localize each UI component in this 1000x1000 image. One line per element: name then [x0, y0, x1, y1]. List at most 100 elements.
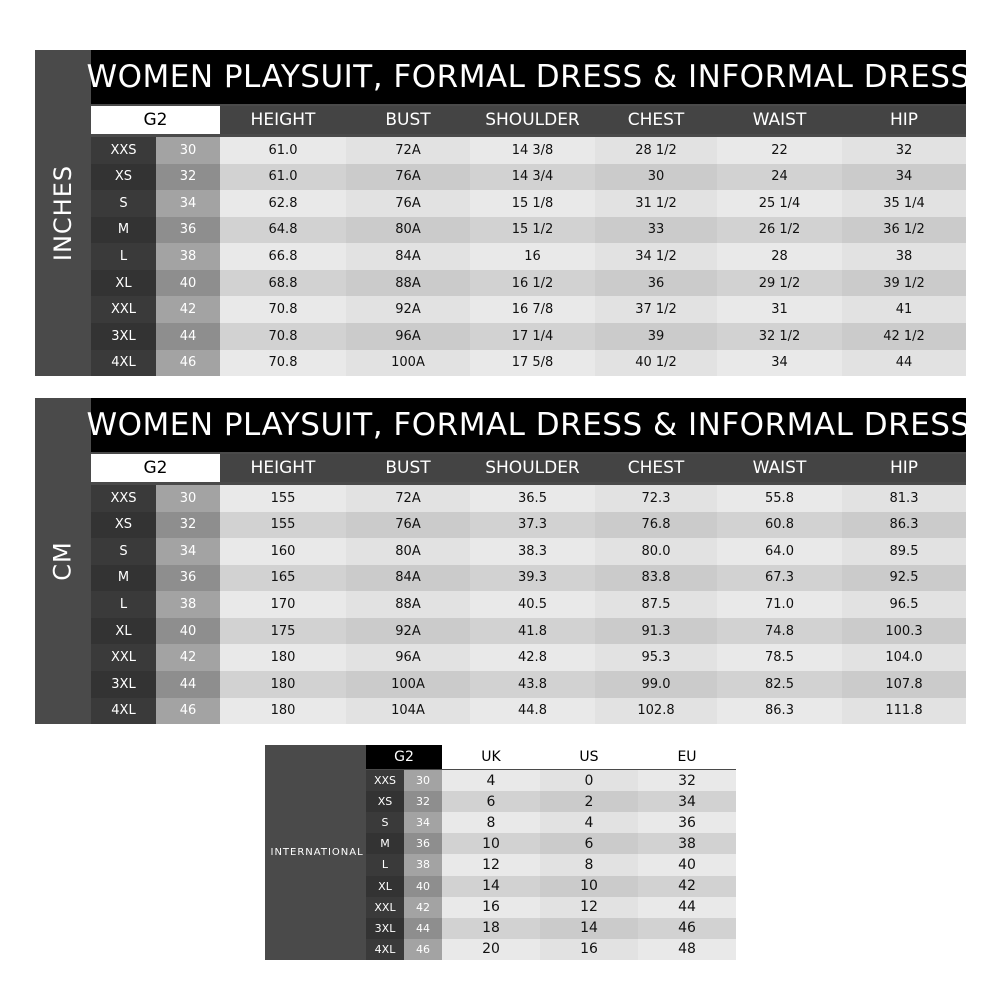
table-row: XXL 42 16 12 44 [366, 896, 736, 918]
size-label: XL [91, 269, 156, 297]
table-cell: 102.8 [595, 697, 717, 725]
table-cell: 26 1/2 [717, 216, 842, 244]
table-cell: 43.8 [470, 670, 595, 698]
table-cell: 14 [442, 875, 540, 897]
column-header: US [540, 745, 638, 769]
table-cell: 30 [595, 163, 717, 191]
table-row: S 34 8 4 36 [366, 812, 736, 834]
size-label: XXL [366, 896, 404, 918]
table-cell: 42 [638, 875, 736, 897]
size-label: M [91, 216, 156, 244]
table-cell: 38 [638, 833, 736, 855]
table-cell: 40 1/2 [595, 349, 717, 377]
table-cell: 32 [842, 137, 966, 164]
size-label: XL [366, 875, 404, 897]
table-cell: 2 [540, 791, 638, 813]
size-number: 38 [156, 591, 220, 618]
table-cell: 16 1/2 [470, 269, 595, 297]
size-number: 30 [404, 770, 442, 792]
table-row: L 38 170 88A 40.5 87.5 71.0 96.5 [91, 591, 966, 618]
table-cell: 10 [540, 875, 638, 897]
table-cell: 24 [717, 163, 842, 191]
table-cell: 76A [346, 163, 470, 191]
table-cell: 80.0 [595, 538, 717, 565]
table-cell: 48 [638, 938, 736, 960]
table-cell: 91.3 [595, 617, 717, 645]
table-body: XXS 30 4 0 32 XS 32 6 2 34 S 34 8 4 36 M 36 10 6 38 L 38 12 8 40… [366, 770, 736, 960]
table-cell: 6 [442, 791, 540, 813]
size-label: 3XL [91, 322, 156, 350]
table-cell: 72.3 [595, 485, 717, 512]
table-cell: 42.8 [470, 644, 595, 671]
table-title: WOMEN PLAYSUIT, FORMAL DRESS & INFORMAL … [86, 398, 970, 452]
size-number: 36 [156, 564, 220, 592]
size-number: 46 [156, 349, 220, 377]
table-cell: 84A [346, 564, 470, 592]
table-cell: 61.0 [220, 137, 346, 164]
table-cell: 81.3 [842, 485, 966, 512]
table-row: XXL 42 180 96A 42.8 95.3 78.5 104.0 [91, 644, 966, 671]
table-cell: 74.8 [717, 617, 842, 645]
size-label: XXS [91, 485, 156, 512]
size-label: S [91, 190, 156, 217]
table-row: M 36 64.8 80A 15 1/2 33 26 1/2 36 1/2 [91, 216, 966, 244]
table-cell: 72A [346, 137, 470, 164]
table-cell: 88A [346, 591, 470, 618]
table-row: XL 40 14 10 42 [366, 875, 736, 897]
size-number: 42 [156, 296, 220, 323]
size-label: M [91, 564, 156, 592]
table-row: XS 32 61.0 76A 14 3/4 30 24 34 [91, 163, 966, 191]
table-cell: 40 [638, 854, 736, 876]
table-cell: 42 1/2 [842, 322, 966, 350]
table-cell: 16 [470, 243, 595, 270]
table-row: S 34 160 80A 38.3 80.0 64.0 89.5 [91, 538, 966, 565]
table-cell: 160 [220, 538, 346, 565]
table-cell: 72A [346, 485, 470, 512]
table-row: L 38 12 8 40 [366, 854, 736, 876]
table-cell: 89.5 [842, 538, 966, 565]
table-cell: 104A [346, 697, 470, 725]
table-cell: 180 [220, 670, 346, 698]
size-number: 30 [156, 137, 220, 164]
unit-label: INCHES [49, 164, 78, 262]
size-label: XXL [91, 296, 156, 323]
table-cell: 76A [346, 511, 470, 539]
table-cell: 29 1/2 [717, 269, 842, 297]
size-label: S [366, 812, 404, 834]
table-cell: 87.5 [595, 591, 717, 618]
size-number: 38 [156, 243, 220, 270]
table-cell: 64.0 [717, 538, 842, 565]
table-cell: 100A [346, 349, 470, 377]
size-number: 44 [404, 917, 442, 939]
size-label: L [91, 243, 156, 270]
table-cell: 32 [638, 770, 736, 792]
column-header: HEIGHT [220, 106, 346, 134]
table-cell: 15 1/8 [470, 190, 595, 217]
column-header: CHEST [595, 454, 717, 482]
table-cell: 180 [220, 697, 346, 725]
header-row: G2 UK US EU [366, 745, 736, 769]
table-cell: 38.3 [470, 538, 595, 565]
table-cell: 82.5 [717, 670, 842, 698]
table-row: 4XL 46 180 104A 44.8 102.8 86.3 111.8 [91, 697, 966, 725]
table-cell: 107.8 [842, 670, 966, 698]
table-cell: 10 [442, 833, 540, 855]
table-cell: 68.8 [220, 269, 346, 297]
size-number: 36 [404, 833, 442, 855]
table-cell: 170 [220, 591, 346, 618]
table-cell: 39.3 [470, 564, 595, 592]
international-label-column: INTERNATIONAL SIZING [265, 745, 408, 960]
table-cell: 165 [220, 564, 346, 592]
column-header: HIP [842, 454, 966, 482]
table-cell: 100.3 [842, 617, 966, 645]
table-cell: 25 1/4 [717, 190, 842, 217]
table-cell: 96.5 [842, 591, 966, 618]
column-header: CHEST [595, 106, 717, 134]
table-cell: 62.8 [220, 190, 346, 217]
international-sizing-table: INTERNATIONAL SIZING G2 UK US EU XXS 30 4 0 32 X… [265, 745, 736, 960]
table-cell: 28 1/2 [595, 137, 717, 164]
size-label: XS [91, 511, 156, 539]
size-number: 46 [404, 938, 442, 960]
table-row: 3XL 44 18 14 46 [366, 917, 736, 939]
size-number: 34 [156, 538, 220, 565]
